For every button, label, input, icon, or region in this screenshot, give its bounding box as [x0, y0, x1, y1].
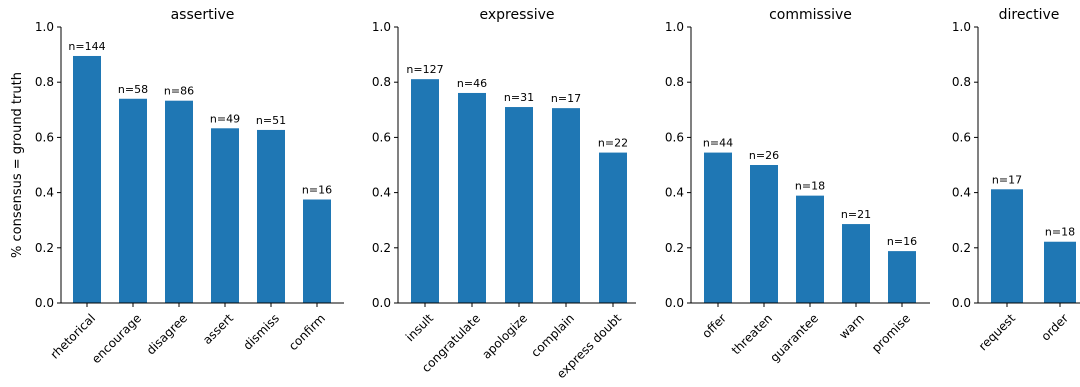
bar-count-label: n=17	[551, 92, 581, 105]
x-tick-label: guarantee	[767, 311, 821, 365]
y-tick-label: 0.6	[952, 130, 971, 144]
y-tick-label: 0.2	[952, 241, 971, 255]
y-tick-label: 1.0	[372, 20, 391, 34]
bar-threaten	[750, 165, 778, 303]
x-tick-label: threaten	[729, 311, 775, 357]
y-tick-label: 0.4	[372, 186, 391, 200]
bar-disagree	[165, 100, 193, 303]
bar-assert	[211, 128, 239, 303]
panel-assertive: assertive0.00.20.40.60.81.0n=144rhetoric…	[35, 7, 344, 366]
bar-count-label: n=31	[504, 91, 534, 104]
bar-warn	[842, 224, 870, 303]
x-tick-label: confirm	[286, 311, 328, 353]
y-tick-label: 0.6	[665, 130, 684, 144]
x-tick-label: dismiss	[241, 311, 283, 353]
x-tick-label: order	[1039, 311, 1072, 344]
x-tick-label: complain	[528, 311, 577, 360]
bar-offer	[704, 152, 732, 303]
x-tick-label: offer	[699, 311, 729, 341]
y-tick-label: 0.4	[665, 186, 684, 200]
x-tick-label: insult	[403, 311, 436, 344]
x-tick-label: disagree	[144, 311, 190, 357]
x-tick-label: warn	[836, 311, 867, 342]
bar-count-label: n=58	[118, 83, 148, 96]
panel-directive: directive 0.0 0.2 0.4 0.6 0.8 1.0 n=17 request n=…	[952, 7, 1080, 353]
bar-count-label: n=44	[703, 137, 733, 150]
y-tick-label: 1.0	[35, 20, 54, 34]
y-tick-label: 0.0	[35, 296, 54, 310]
y-tick-label: 1.0	[665, 20, 684, 34]
bar-guarantee	[796, 195, 824, 303]
bar-congratulate	[458, 92, 486, 304]
panel-expressive: expressive 0.0 0.2 0.4 0.6 0.8 1.0 n=127 insult n…	[372, 7, 636, 381]
bar-count-label: n=86	[164, 85, 194, 98]
bar-count-label: n=49	[210, 112, 240, 125]
bar-encourage	[119, 98, 147, 303]
y-tick-label: 0.0	[952, 296, 971, 310]
bar-apologize	[505, 107, 533, 303]
y-tick-label: 1.0	[952, 20, 971, 34]
panel-title: expressive	[480, 7, 555, 23]
bar-count-label: n=18	[795, 180, 825, 193]
y-tick-label: 0.2	[372, 241, 391, 255]
panel-title: directive	[999, 7, 1060, 23]
bar-count-label: n=22	[598, 137, 628, 150]
y-tick-label: 0.0	[665, 296, 684, 310]
y-axis-label: % consensus = ground truth	[10, 72, 25, 258]
y-tick-label: 0.4	[952, 186, 971, 200]
y-tick-label: 0.6	[372, 130, 391, 144]
y-tick-label: 0.6	[35, 130, 54, 144]
y-tick-label: 0.4	[35, 186, 54, 200]
bar-rhetorical	[73, 55, 101, 304]
bar-count-label: n=17	[992, 173, 1022, 186]
bar-count-label: n=26	[749, 149, 779, 162]
bar-order	[1044, 241, 1076, 303]
y-tick-label: 0.2	[665, 241, 684, 255]
x-tick-label: assert	[200, 311, 236, 347]
y-tick-label: 0.8	[952, 75, 971, 89]
bar-complain	[552, 108, 580, 303]
x-tick-label: encourage	[89, 311, 144, 366]
panels: assertive0.00.20.40.60.81.0n=144rhetoric…	[35, 7, 1080, 381]
bar-request	[991, 189, 1023, 303]
panel-title: commissive	[769, 7, 852, 23]
panel-title: assertive	[171, 7, 235, 23]
x-tick-label: promise	[869, 311, 913, 355]
bar-count-label: n=46	[457, 77, 487, 90]
panel-commissive: commissive 0.0 0.2 0.4 0.6 0.8 1.0 n=44 offer n=2…	[665, 7, 930, 365]
bar-count-label: n=16	[887, 235, 917, 248]
bar-count-label: n=16	[302, 184, 332, 197]
bar-count-label: n=127	[406, 63, 443, 76]
y-tick-label: 0.2	[35, 241, 54, 255]
y-tick-label: 0.8	[665, 75, 684, 89]
bar-count-label: n=144	[68, 40, 105, 53]
bar-dismiss	[257, 129, 285, 303]
bar-count-label: n=51	[256, 114, 286, 127]
bar-confirm	[303, 199, 331, 303]
bar-insult	[411, 79, 439, 303]
x-tick-label: request	[976, 311, 1018, 353]
bar-express-doubt	[599, 152, 627, 303]
y-tick-label: 0.8	[372, 75, 391, 89]
x-tick-label: apologize	[479, 311, 530, 362]
bar-promise	[888, 251, 916, 303]
bar-count-label: n=21	[841, 208, 871, 221]
y-tick-label: 0.8	[35, 75, 54, 89]
bar-count-label: n=18	[1045, 226, 1075, 239]
y-tick-label: 0.0	[372, 296, 391, 310]
